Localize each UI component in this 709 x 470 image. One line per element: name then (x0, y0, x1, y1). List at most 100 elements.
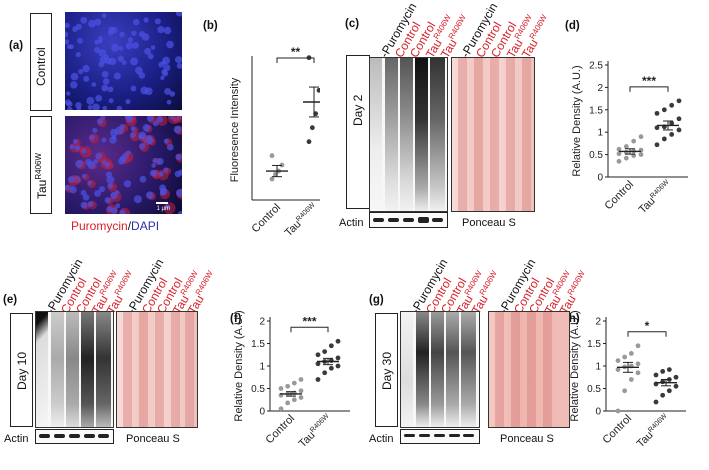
nucleus (150, 45, 156, 50)
nucleus (121, 60, 127, 66)
nucleus (107, 183, 114, 189)
data-point (269, 153, 275, 159)
data-point (316, 87, 320, 93)
scale-bar (156, 202, 168, 204)
nucleus (101, 70, 109, 78)
data-point (635, 370, 641, 376)
data-point (635, 343, 641, 349)
nucleus (116, 105, 123, 110)
nucleus (144, 47, 152, 55)
nucleus (117, 55, 125, 62)
nucleus (138, 31, 146, 38)
data-point (661, 107, 667, 113)
nucleus (127, 37, 134, 43)
y-tick-label: 2.5 (589, 61, 603, 72)
nucleus (70, 81, 78, 89)
day-box-g: Day 30 (375, 313, 398, 427)
nucleus (80, 16, 88, 24)
nucleus (119, 209, 126, 214)
data-point (653, 399, 659, 405)
nucleus (104, 162, 111, 168)
nucleus (75, 159, 84, 168)
nucleus (165, 204, 171, 210)
nucleus (95, 152, 103, 160)
data-point (315, 361, 321, 367)
data-point (335, 355, 341, 361)
nucleus (65, 22, 70, 29)
data-point (673, 374, 679, 380)
nucleus (169, 116, 175, 120)
y-tick-label: 1.5 (251, 339, 265, 350)
nucleus (138, 131, 147, 140)
nucleus (125, 99, 131, 105)
nucleus (104, 197, 111, 204)
x-tick-label: Control (603, 179, 637, 213)
actin-label-g: Actin (369, 433, 394, 445)
y-axis-label: Fluoresence Intensity (229, 77, 241, 182)
data-point (278, 386, 284, 391)
data-point (676, 116, 682, 122)
nucleus (161, 60, 167, 66)
nucleus (164, 87, 172, 95)
nucleus (157, 26, 165, 34)
nucleus (65, 184, 70, 191)
panel-label-f: (f) (230, 313, 242, 325)
data-point (638, 152, 644, 157)
data-point (309, 125, 315, 131)
row-label-box-control: Control (30, 13, 52, 111)
nucleus (138, 72, 146, 79)
nucleus (142, 124, 151, 132)
micrograph-control-nuclei (65, 12, 182, 110)
nucleus (114, 189, 120, 195)
day-label-c: Day 2 (351, 94, 365, 126)
micrograph-tau: 1 μm (65, 116, 182, 214)
nucleus (65, 99, 72, 106)
nucleus (72, 138, 79, 145)
row-label-tau: TauR406W (34, 152, 49, 199)
actin-label-e: Actin (4, 433, 29, 445)
nucleus (133, 195, 142, 204)
nucleus (115, 126, 124, 135)
panel-label-e: (e) (3, 294, 18, 306)
nucleus (87, 105, 93, 110)
nucleus (160, 75, 165, 81)
row-label-control: Control (34, 47, 48, 86)
nucleus (163, 138, 169, 144)
x-tick-label: Control (601, 413, 635, 447)
data-point (654, 125, 660, 131)
data-point (285, 400, 291, 406)
nucleus (169, 91, 176, 97)
nucleus (69, 185, 77, 194)
panel-label-b: (b) (203, 20, 218, 32)
nucleus (102, 105, 108, 110)
y-tick-label: 0.5 (589, 150, 603, 161)
nucleus (163, 26, 172, 35)
nucleus (105, 171, 113, 178)
nucleus (70, 72, 79, 81)
data-point (269, 176, 275, 182)
nucleus (156, 157, 164, 165)
nucleus (145, 191, 154, 200)
nucleus (87, 201, 94, 207)
y-tick-label: 1.5 (587, 339, 601, 350)
x-tick-label: TauR406W (637, 178, 675, 216)
data-point (306, 139, 312, 145)
nucleus (75, 101, 82, 109)
data-point (616, 158, 622, 164)
ponceau-g (488, 311, 570, 428)
data-point (661, 136, 667, 142)
y-tick-label: 1 (595, 362, 601, 373)
nucleus (86, 96, 95, 105)
nucleus (94, 189, 102, 197)
data-point (622, 354, 628, 360)
nucleus (82, 194, 90, 201)
blot-c (369, 57, 448, 212)
data-point (660, 392, 666, 398)
y-tick-label: 0 (595, 407, 601, 418)
nucleus (132, 18, 140, 26)
nucleus (68, 44, 74, 50)
data-point (291, 380, 297, 386)
data-point (616, 151, 622, 157)
nucleus (125, 42, 133, 50)
data-point (285, 383, 291, 389)
